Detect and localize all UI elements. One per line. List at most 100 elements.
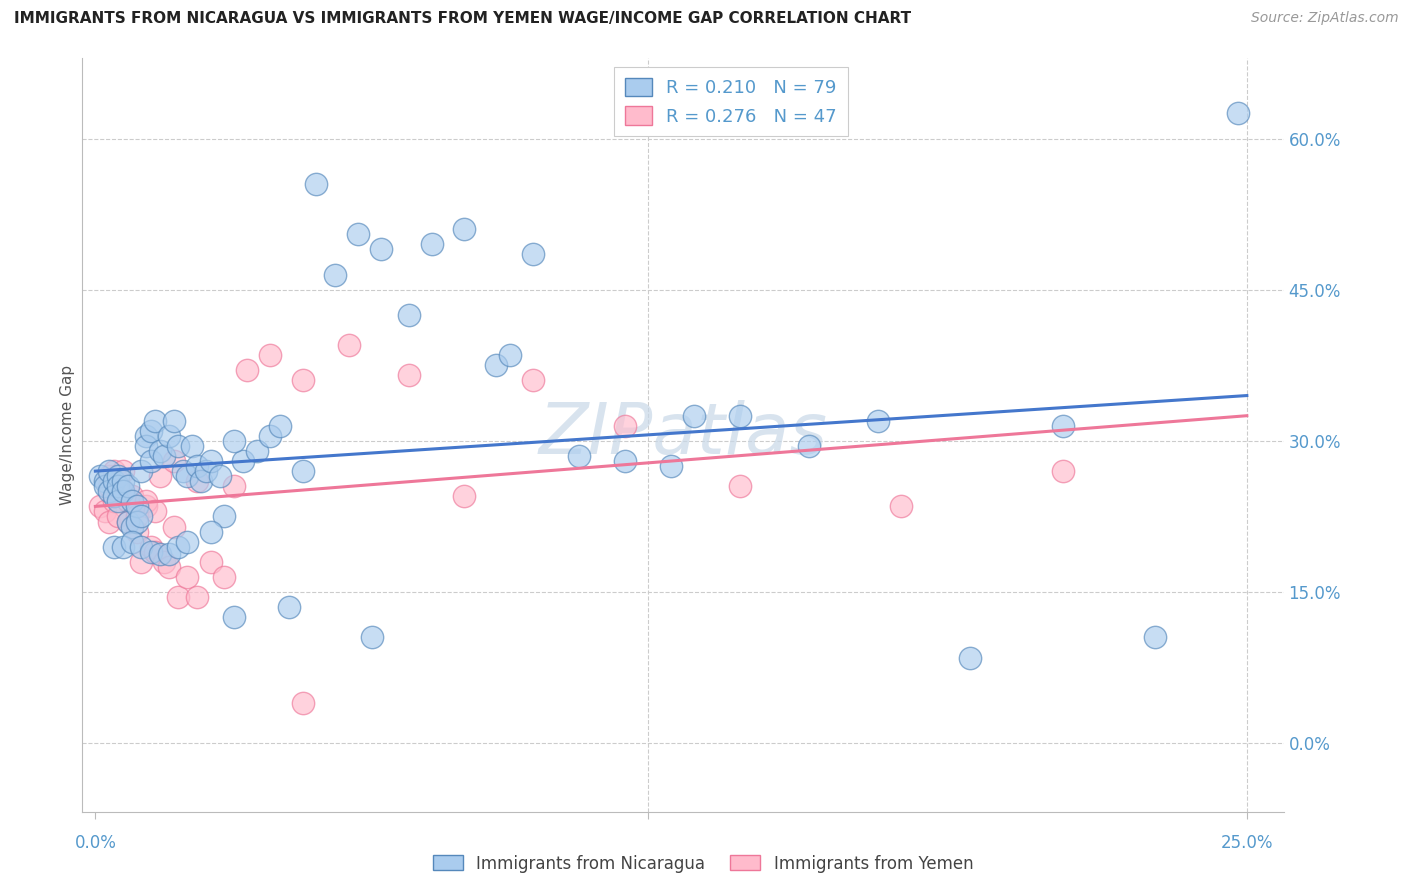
Point [121,519,143,533]
Text: Source: ZipAtlas.com: Source: ZipAtlas.com [1251,11,1399,25]
Point [291,373,314,387]
Point [117,515,139,529]
Y-axis label: Wage/Income Gap: Wage/Income Gap [59,365,75,505]
Point [143,414,166,428]
Point [232,454,254,468]
Point [194,464,217,478]
Point [125,500,148,514]
Point [89,500,111,514]
Point [103,474,125,488]
Point [117,515,139,529]
Point [131,509,153,524]
Point [139,545,162,559]
Point [337,338,360,352]
Point [236,363,259,377]
Point [222,479,245,493]
Point [157,559,180,574]
Point [107,469,129,483]
Point [167,540,190,554]
Point [103,464,125,478]
Point [453,489,475,503]
Point [103,489,125,503]
Point [167,439,190,453]
Point [683,409,706,423]
Point [208,469,231,483]
Point [98,469,121,483]
Point [200,524,222,539]
Point [125,515,148,529]
Point [176,570,198,584]
Point [131,540,153,554]
Point [291,696,314,710]
Point [259,429,281,443]
Point [98,464,121,478]
Point [98,479,121,493]
Point [107,494,129,508]
Text: ZIPatlas: ZIPatlas [538,401,827,469]
Point [131,464,153,478]
Point [125,509,148,524]
Point [172,464,194,478]
Point [111,484,134,499]
Point [117,479,139,493]
Point [135,439,157,453]
Point [1052,464,1074,478]
Point [360,631,382,645]
Point [121,489,143,503]
Point [111,464,134,478]
Legend: R = 0.210   N = 79, R = 0.276   N = 47: R = 0.210 N = 79, R = 0.276 N = 47 [614,67,848,136]
Point [93,504,115,518]
Point [176,534,198,549]
Point [98,515,121,529]
Point [868,414,890,428]
Point [149,469,172,483]
Point [728,409,751,423]
Point [153,449,176,463]
Point [139,454,162,468]
Point [323,268,346,282]
Legend: Immigrants from Nicaragua, Immigrants from Yemen: Immigrants from Nicaragua, Immigrants fr… [426,848,980,880]
Point [93,479,115,493]
Point [111,484,134,499]
Point [149,444,172,458]
Point [163,519,186,533]
Point [1143,631,1166,645]
Point [420,237,443,252]
Point [163,414,186,428]
Point [1226,106,1249,120]
Point [157,429,180,443]
Point [398,368,420,383]
Point [121,534,143,549]
Point [200,555,222,569]
Point [186,590,208,604]
Point [222,610,245,624]
Point [153,555,176,569]
Point [103,540,125,554]
Point [214,570,236,584]
Point [485,359,508,373]
Point [181,439,204,453]
Point [121,494,143,508]
Point [799,439,821,453]
Point [176,469,198,483]
Point [200,454,222,468]
Point [890,500,912,514]
Point [111,540,134,554]
Point [163,454,186,468]
Point [370,243,392,257]
Point [143,545,166,559]
Point [222,434,245,448]
Point [139,540,162,554]
Point [522,247,544,261]
Point [614,418,637,433]
Point [398,308,420,322]
Point [190,474,212,488]
Point [167,590,190,604]
Point [1052,418,1074,433]
Point [186,474,208,488]
Point [135,494,157,508]
Point [103,494,125,508]
Point [135,429,157,443]
Point [107,479,129,493]
Point [245,444,267,458]
